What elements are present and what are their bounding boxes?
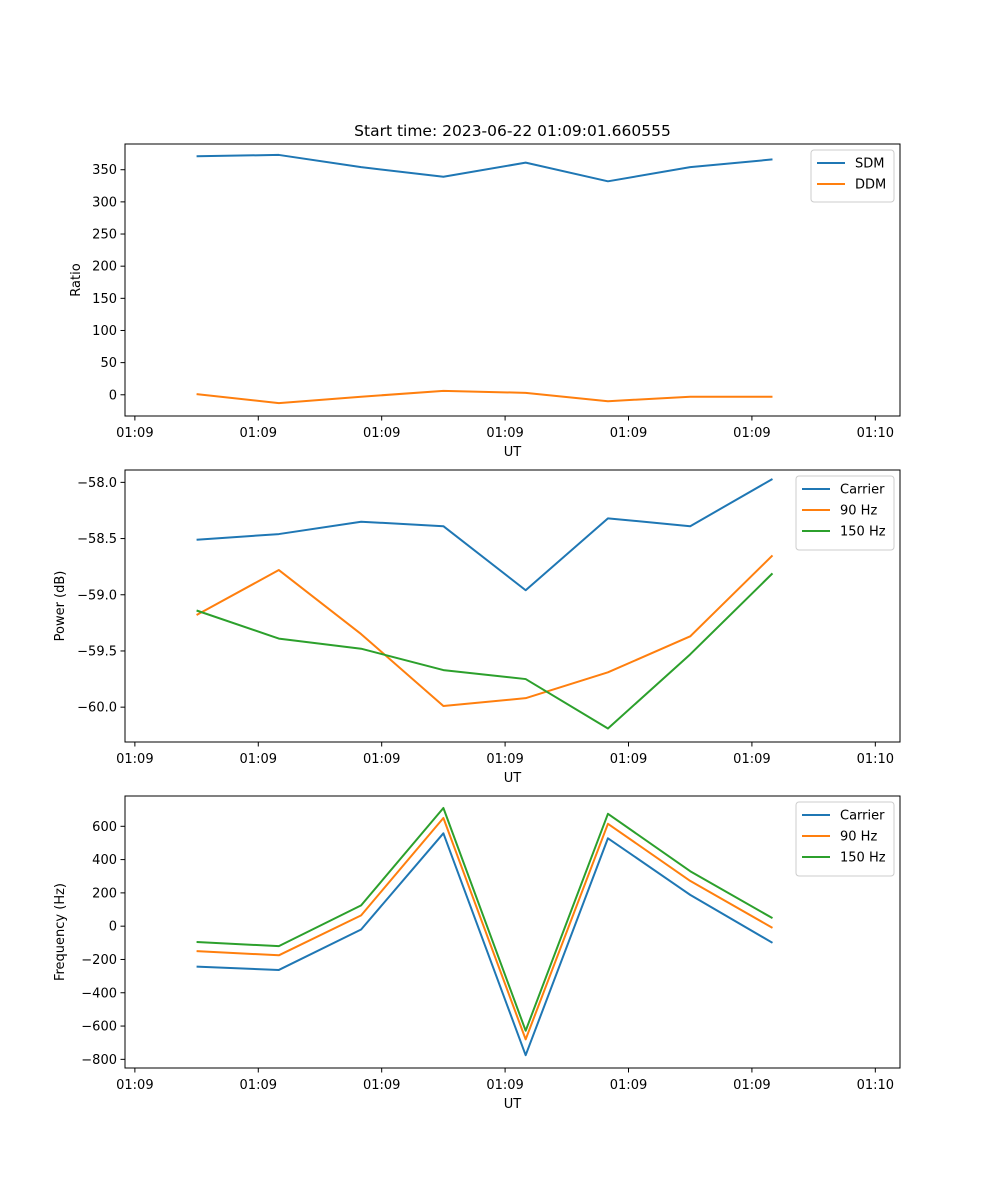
frequency-legend-label: 90 Hz	[840, 830, 877, 845]
power-x-tick-label: 01:10	[857, 752, 894, 767]
frequency-y-tick-label: 400	[92, 853, 117, 868]
frequency-series-150-hz-line	[196, 806, 773, 1032]
power-series-carrier-line	[196, 478, 773, 592]
frequency-y-tick-label: −800	[81, 1053, 117, 1068]
figure-title: Start time: 2023-06-22 01:09:01.660555	[354, 122, 671, 140]
ratio-y-tick-label: 250	[92, 228, 117, 243]
power-y-tick-label: −58.0	[77, 476, 117, 491]
power-x-axis-label: UT	[504, 771, 522, 786]
frequency-y-tick-label: −200	[81, 953, 117, 968]
ratio-y-tick-label: 200	[92, 260, 117, 275]
ratio-x-axis-label: UT	[504, 445, 522, 460]
frequency-legend-label: Carrier	[840, 809, 885, 824]
frequency-x-axis-label: UT	[504, 1097, 522, 1112]
ratio-y-tick-label: 300	[92, 195, 117, 210]
power-x-tick-label: 01:09	[486, 752, 523, 767]
frequency-y-tick-label: −600	[81, 1020, 117, 1035]
power-series-90-hz-line	[196, 554, 774, 708]
ratio-y-tick-label: 350	[92, 163, 117, 178]
ratio-x-tick-label: 01:09	[363, 426, 400, 441]
power-x-tick-label: 01:09	[610, 752, 647, 767]
power-legend-label: 90 Hz	[840, 504, 877, 519]
power-x-tick-label: 01:09	[240, 752, 277, 767]
power-legend-label: 150 Hz	[840, 525, 886, 540]
frequency-panel: 01:09 01:09 01:09 01:09 01:09 01:09 01:10 −800 −…	[53, 795, 901, 1112]
frequency-legend: Carrier 90 Hz 150 Hz	[795, 801, 895, 877]
ratio-axes-frame	[124, 143, 901, 417]
power-y-axis-label: Power (dB)	[53, 571, 68, 642]
frequency-x-tick-label: 01:09	[733, 1078, 770, 1093]
frequency-axes-frame	[124, 795, 901, 1069]
frequency-x-tick-label: 01:09	[363, 1078, 400, 1093]
power-legend-label: Carrier	[840, 483, 885, 498]
ratio-y-tick-label: 0	[109, 388, 117, 403]
frequency-x-tick-label: 01:09	[486, 1078, 523, 1093]
power-y-tick-label: −59.5	[77, 644, 117, 659]
frequency-x-tick-label: 01:09	[240, 1078, 277, 1093]
power-x-tick-label: 01:09	[733, 752, 770, 767]
frequency-series-90-hz-line	[196, 816, 773, 1041]
ratio-x-tick-label: 01:09	[486, 426, 523, 441]
frequency-x-tick-label: 01:09	[610, 1078, 647, 1093]
frequency-y-tick-label: −400	[81, 986, 117, 1001]
frequency-x-tick-label: 01:10	[857, 1078, 894, 1093]
ratio-legend-label: DDM	[855, 178, 886, 193]
power-y-tick-label: −58.5	[77, 532, 117, 547]
ratio-panel: 01:09 01:09 01:09 01:09 01:09 01:09 01:10 0 50 10…	[69, 143, 901, 460]
ratio-legend-label: SDM	[855, 157, 884, 172]
ratio-legend: SDM DDM	[810, 149, 895, 203]
frequency-y-tick-label: 0	[109, 920, 117, 935]
ratio-y-axis-label: Ratio	[69, 263, 84, 296]
power-y-tick-label: −60.0	[77, 701, 117, 716]
power-legend: Carrier 90 Hz 150 Hz	[795, 475, 895, 551]
frequency-legend-label: 150 Hz	[840, 851, 886, 866]
ratio-series-ddm-line	[196, 389, 773, 405]
frequency-x-tick-label: 01:09	[116, 1078, 153, 1093]
power-x-tick-label: 01:09	[363, 752, 400, 767]
power-panel: 01:09 01:09 01:09 01:09 01:09 01:09 01:10 −60.0…	[53, 469, 901, 786]
frequency-series-carrier-line	[196, 832, 773, 1057]
frequency-y-tick-label: 200	[92, 886, 117, 901]
power-series-150-hz-line	[196, 572, 774, 730]
ratio-x-tick-label: 01:09	[116, 426, 153, 441]
power-x-tick-label: 01:09	[116, 752, 153, 767]
power-y-tick-label: −59.0	[77, 588, 117, 603]
power-axes-frame	[124, 469, 901, 743]
ratio-y-tick-label: 150	[92, 292, 117, 307]
ratio-x-tick-label: 01:09	[610, 426, 647, 441]
ratio-x-tick-label: 01:09	[240, 426, 277, 441]
ratio-x-tick-label: 01:09	[733, 426, 770, 441]
ratio-y-tick-label: 50	[100, 356, 117, 371]
ratio-y-tick-label: 100	[92, 324, 117, 339]
frequency-y-axis-label: Frequency (Hz)	[53, 883, 68, 981]
ratio-x-tick-label: 01:10	[857, 426, 894, 441]
ratio-series-sdm-line	[196, 153, 773, 183]
frequency-y-tick-label: 600	[92, 820, 117, 835]
